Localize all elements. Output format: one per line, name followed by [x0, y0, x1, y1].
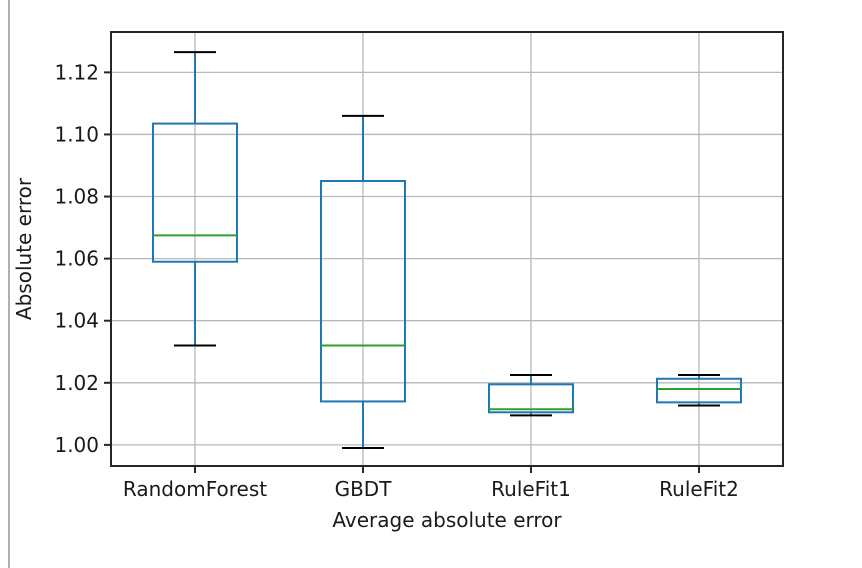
box-layer: [152, 51, 742, 449]
box-RuleFit2: [656, 377, 742, 404]
x-tick-label: RuleFit2: [659, 477, 739, 501]
x-tick-label: RuleFit1: [491, 477, 571, 501]
box-RuleFit1: [488, 383, 574, 414]
x-axis-label: Average absolute error: [332, 508, 562, 532]
x-tick-label: GBDT: [335, 477, 393, 501]
y-tick-label: 1.10: [54, 122, 99, 146]
ticklabel-layer: 1.00 1.02 1.04 1.06 1.08 1.10 1.12 RandomForest…: [54, 60, 738, 501]
y-tick-label: 1.04: [54, 309, 99, 333]
x-tick-label: RandomForest: [123, 477, 267, 501]
axes-spines: [110, 31, 784, 467]
y-tick-label: 1.06: [54, 247, 99, 271]
y-tick-label: 1.02: [54, 371, 99, 395]
window-border-left: [8, 0, 10, 568]
y-tick-label: 1.00: [54, 433, 99, 457]
box-GBDT: [320, 180, 406, 403]
box-RandomForest: [152, 122, 238, 263]
y-tick-label: 1.08: [54, 185, 99, 209]
y-tick-label: 1.12: [54, 60, 99, 84]
y-axis-label: Absolute error: [12, 177, 36, 320]
axis-layer: [104, 31, 784, 473]
grid-layer: [111, 32, 783, 466]
